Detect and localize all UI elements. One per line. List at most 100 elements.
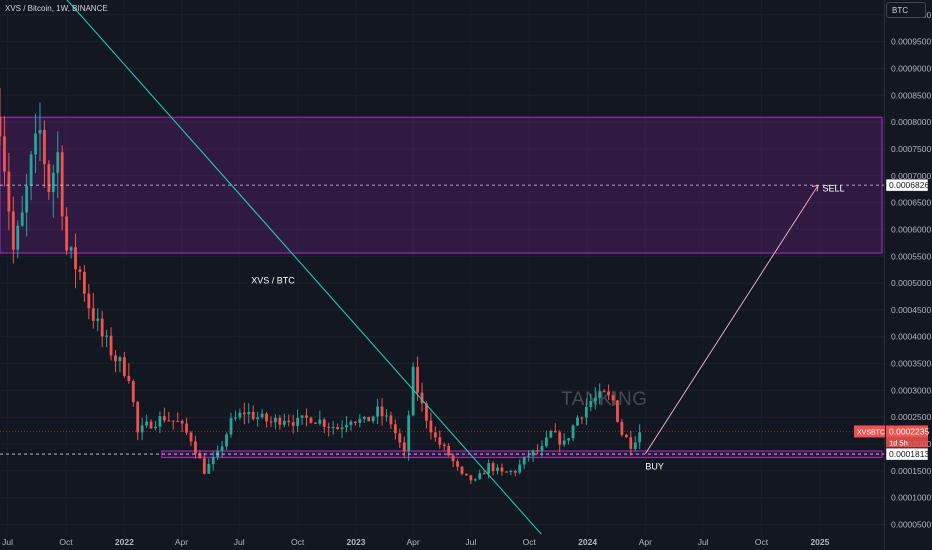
candle-body [145, 421, 148, 426]
candle-body [322, 419, 326, 427]
y-tick-label: 0.0001000 [891, 493, 931, 503]
candle-body [496, 467, 499, 471]
candle-body [60, 152, 64, 217]
descending-trendline [66, 0, 542, 535]
candle-body [402, 442, 406, 452]
candle-body [451, 455, 455, 462]
x-tick-label: Jul [234, 537, 245, 547]
candle-body [167, 420, 171, 422]
candle-body [465, 473, 468, 476]
candle-body [478, 473, 482, 480]
x-tick-label: Jul [698, 537, 709, 547]
candle-body [305, 415, 308, 418]
candle-body [225, 434, 228, 447]
candle-body [189, 432, 193, 442]
candle-body [96, 318, 100, 321]
candle-body [376, 406, 379, 417]
x-tick-label: 2022 [115, 537, 134, 547]
price-label-box [885, 178, 929, 192]
y-tick-label: 0.0008500 [891, 90, 931, 100]
candle-body [518, 464, 522, 473]
y-tick-label: 0.0005000 [891, 278, 931, 288]
drawings [0, 0, 884, 535]
candle-body [438, 437, 442, 445]
candle-body [318, 419, 322, 424]
candle-body [25, 185, 29, 213]
candle-body [251, 412, 255, 420]
x-tick-label: Apr [175, 537, 188, 547]
candle-body [100, 318, 104, 337]
candle-body [278, 417, 282, 425]
currency-button[interactable]: BTC [886, 2, 926, 18]
candle-body [65, 216, 69, 251]
y-tick-label: 0.0009500 [891, 37, 931, 47]
candle-body [513, 470, 517, 473]
annotation-xvs-btc: XVS / BTC [251, 275, 295, 285]
symbol-title: XVS / Bitcoin, 1W, BINANCE [5, 4, 108, 13]
candle-body [185, 423, 188, 433]
support-zone [161, 450, 883, 459]
candle-body [611, 395, 615, 401]
candle-body [131, 381, 135, 403]
candle-body [505, 471, 508, 473]
candle-body [411, 366, 415, 416]
x-tick-label: Jul [2, 537, 13, 547]
candle-body [331, 427, 335, 429]
candle-body [602, 391, 606, 393]
candle-body [229, 418, 233, 435]
candle-body [269, 421, 273, 423]
candle-body [398, 433, 402, 443]
candle-body [313, 422, 317, 424]
y-tick-label: 0.0008000 [891, 117, 931, 127]
candle-body [105, 335, 109, 337]
arrow-head [811, 184, 819, 192]
candle-body [638, 432, 642, 443]
candle-body [7, 171, 11, 212]
candle-body [56, 152, 60, 173]
annotation-sell: SELL [822, 184, 844, 194]
candle-body [620, 421, 624, 435]
candle-body [624, 434, 628, 438]
candle-body [442, 444, 446, 446]
candle-body [176, 420, 180, 422]
x-tick-label: Apr [639, 537, 652, 547]
countdown-text: 1d 5h [889, 438, 908, 447]
y-tick-label: 0.0006500 [891, 198, 931, 208]
candle-body [198, 453, 202, 459]
candle-body [256, 417, 260, 420]
candle-body [340, 427, 344, 430]
candle-body [140, 425, 144, 433]
candle-body [607, 391, 610, 396]
candle-body [83, 271, 86, 294]
candle-body [367, 416, 371, 422]
watermark-layer: TANKING [561, 389, 647, 410]
candle-body [158, 416, 162, 427]
candle-body [598, 391, 602, 398]
time-axis[interactable]: Jul Oct 2022 Apr Jul Oct 2023 Apr Jul Oct 2024 Apr J… [2, 537, 829, 547]
candle-body [589, 400, 593, 407]
candle-body [87, 293, 91, 309]
candle-body [567, 438, 571, 441]
y-tick-label: 0.0003500 [891, 359, 931, 369]
candle-body [616, 400, 619, 422]
x-tick-label: 2023 [347, 537, 366, 547]
candle-body [202, 458, 206, 474]
candle-body [371, 416, 375, 422]
candle-body [127, 375, 131, 382]
candle-body [194, 441, 197, 454]
price-label-text: 0.0006826 [889, 180, 929, 190]
candle-body [584, 406, 588, 418]
projection-arrow [645, 185, 819, 454]
candle-body [234, 417, 237, 419]
candle-body [180, 421, 184, 424]
y-tick-label: 0.0004000 [891, 332, 931, 342]
candle-body [473, 479, 477, 481]
candle-body [487, 463, 491, 474]
candle-body [260, 413, 264, 418]
candle-body [109, 335, 113, 356]
candle-body [491, 463, 495, 471]
candle-body [349, 421, 353, 425]
y-tick-label: 0.0004500 [891, 305, 931, 315]
candle-body [576, 417, 579, 426]
